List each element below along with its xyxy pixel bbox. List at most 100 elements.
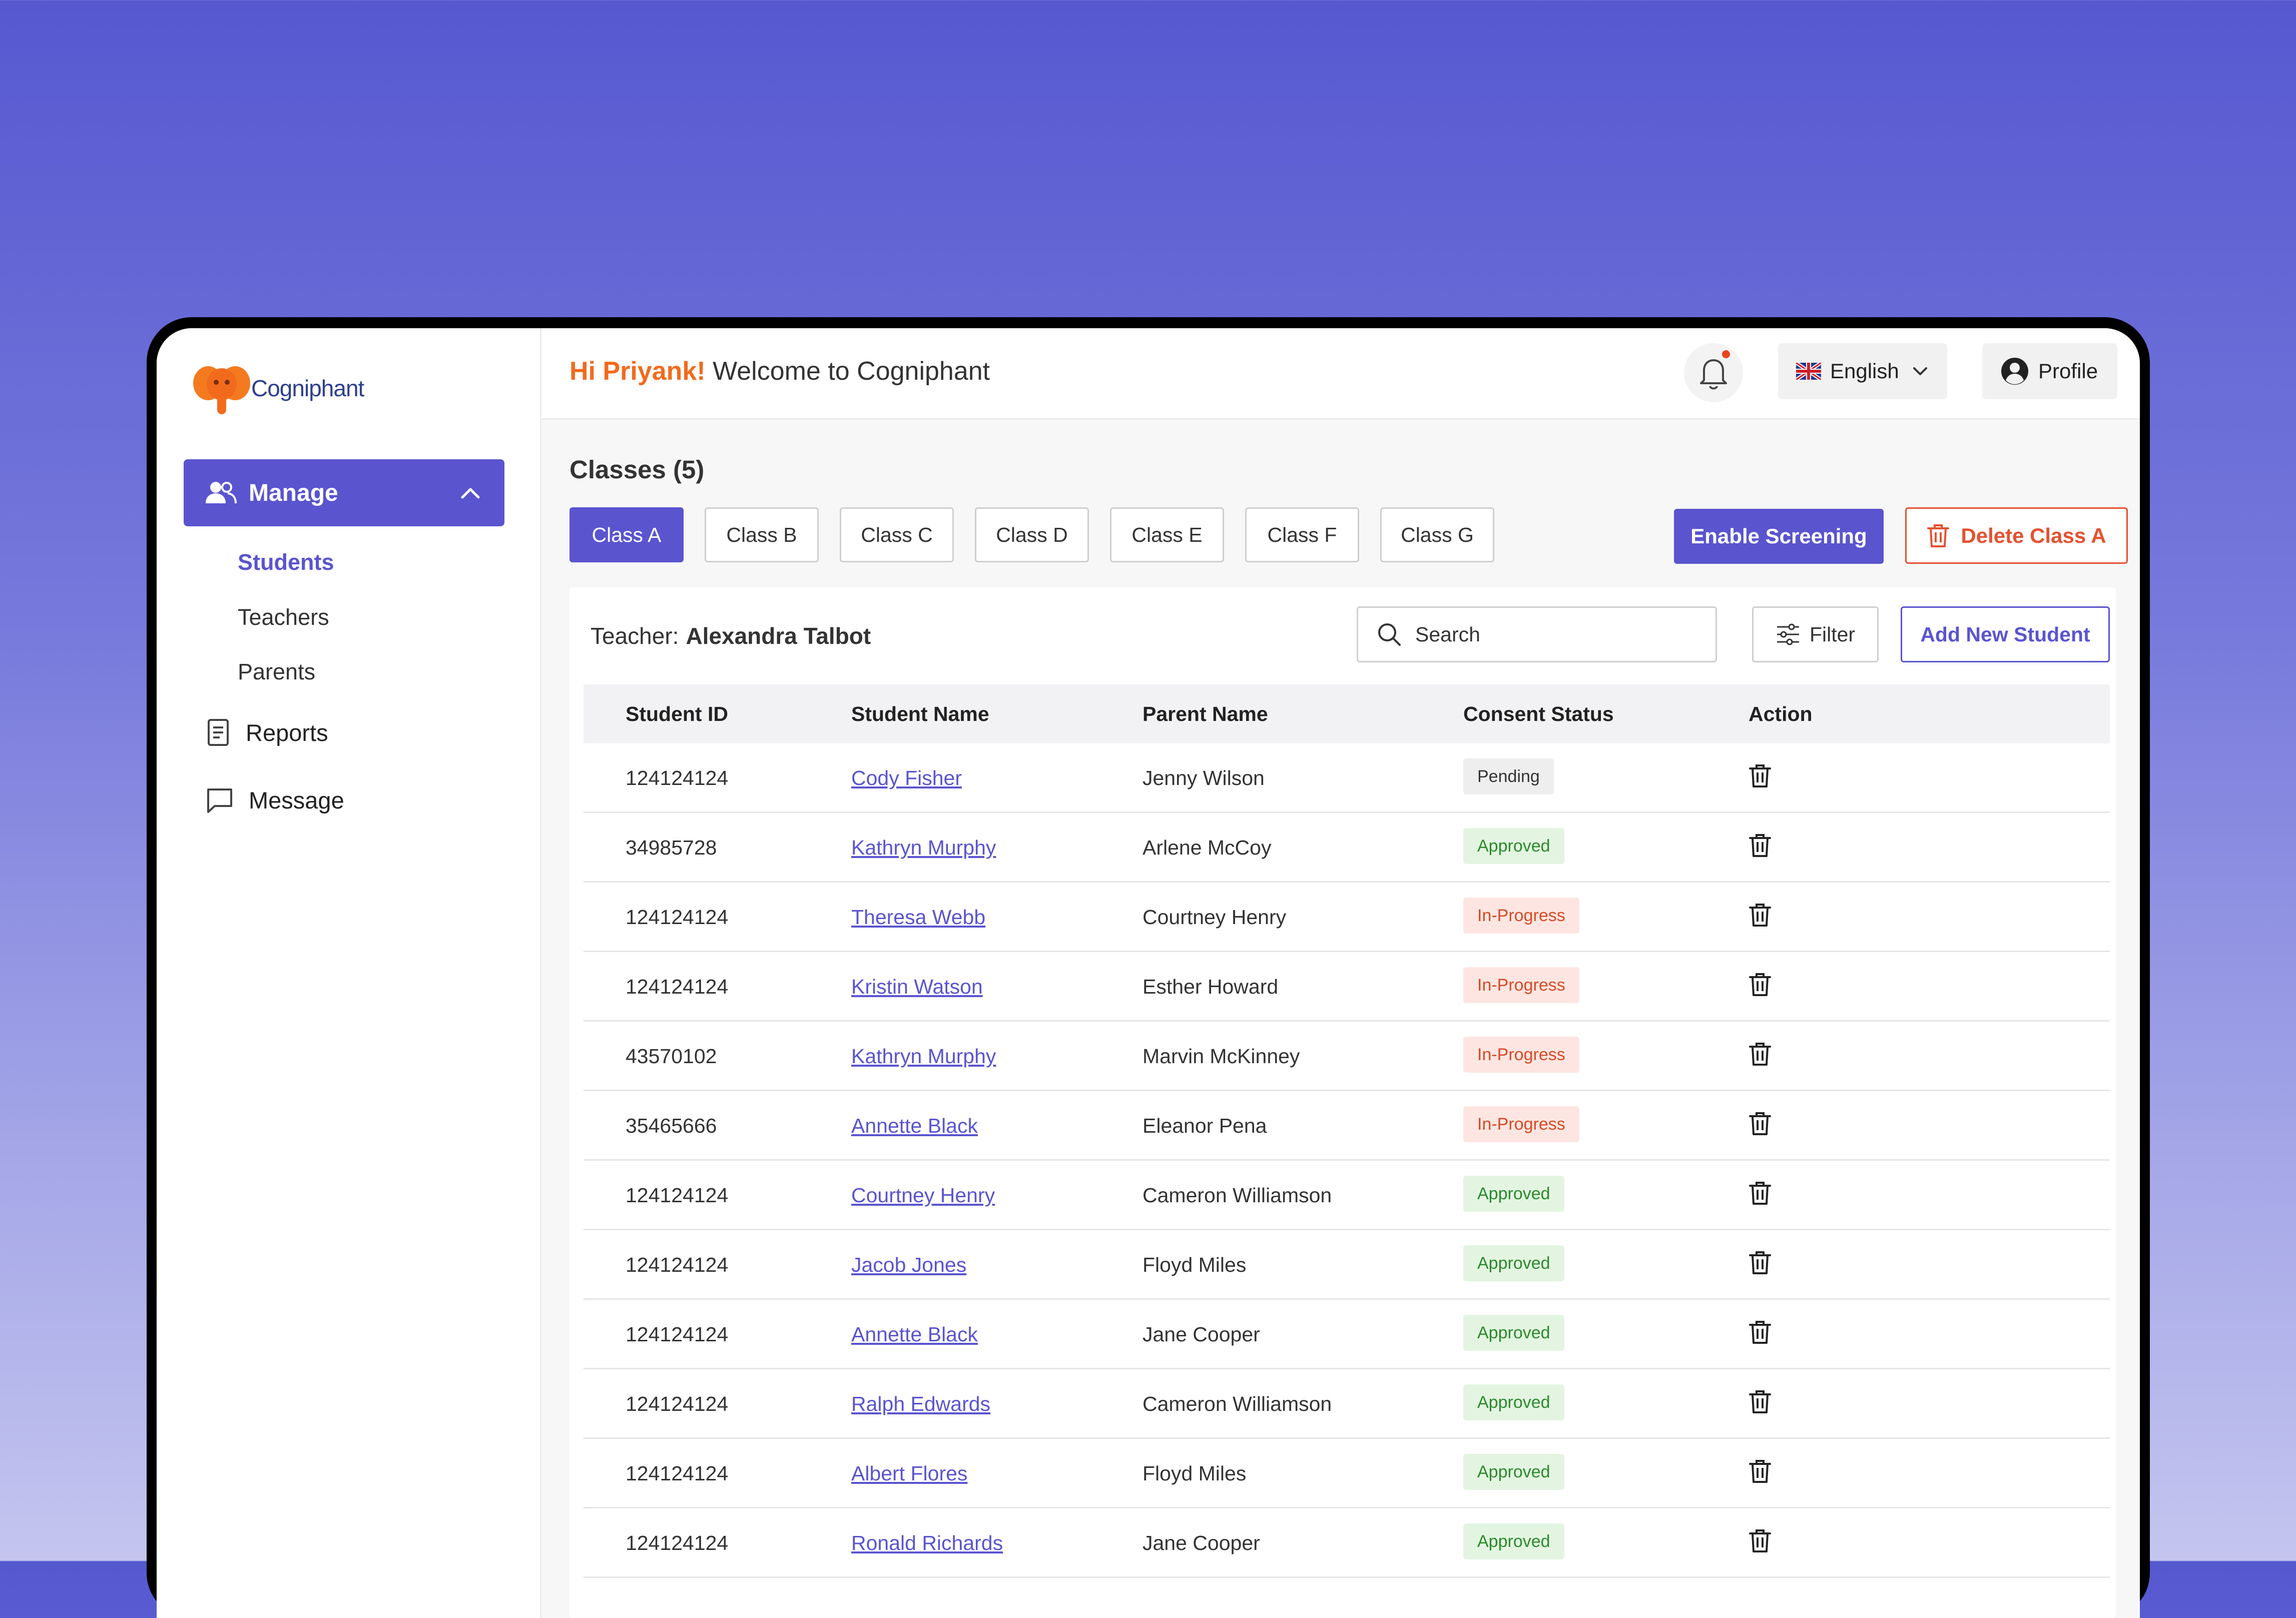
teacher-label: Teacher: [591, 623, 679, 649]
sidebar: Cogniphant Manage Students Teachers Pare… [157, 328, 541, 1618]
student-name-link[interactable]: Ralph Edwards [851, 1392, 991, 1415]
class-tabs: Class A Class B Class C Class D Class E … [569, 507, 1515, 562]
search-placeholder: Search [1415, 622, 1480, 646]
student-name-link[interactable]: Albert Flores [851, 1462, 968, 1485]
student-name-link[interactable]: Kathryn Murphy [851, 836, 996, 859]
add-new-student-button[interactable]: Add New Student [1901, 606, 2110, 662]
table-row: 124124124 Theresa Webb Courtney Henry In-Pr… [584, 883, 2110, 952]
language-select[interactable]: English [1778, 343, 1947, 399]
search-input[interactable]: Search [1357, 606, 1717, 662]
table-row: 43570102 Kathryn Murphy Marvin McKinney In-… [584, 1022, 2110, 1091]
tab-class-d[interactable]: Class D [975, 507, 1089, 562]
trash-icon [1749, 1321, 1772, 1349]
delete-student-button[interactable] [1749, 1320, 1772, 1350]
status-badge: Approved [1463, 1523, 1564, 1559]
delete-class-button[interactable]: Delete Class A [1905, 507, 2128, 564]
student-name-link[interactable]: Kathryn Murphy [851, 1045, 996, 1068]
status-badge: In-Progress [1463, 898, 1579, 934]
table-row: 35465666 Annette Black Eleanor Pena In-Prog… [584, 1091, 2110, 1161]
tab-class-f[interactable]: Class F [1245, 507, 1359, 562]
delete-student-button[interactable] [1749, 1181, 1772, 1211]
sliders-icon [1777, 623, 1799, 645]
table-row: 34985728 Kathryn Murphy Arlene McCoy Approv… [584, 813, 2110, 883]
delete-student-button[interactable] [1749, 1528, 1772, 1558]
student-id-cell: 124124124 [626, 1462, 729, 1485]
enable-screening-button[interactable]: Enable Screening [1674, 509, 1884, 564]
student-name-link[interactable]: Courtney Henry [851, 1184, 995, 1207]
table-row: 124124124 Cody Fisher Jenny Wilson Pending [584, 743, 2110, 813]
search-icon [1378, 623, 1401, 646]
delete-student-button[interactable] [1749, 1389, 1772, 1419]
student-id-cell: 124124124 [626, 975, 729, 998]
chat-icon [207, 788, 232, 813]
notification-button[interactable] [1684, 343, 1743, 402]
status-badge: Approved [1463, 1454, 1564, 1490]
delete-student-button[interactable] [1749, 1111, 1772, 1141]
table-row: 124124124 Kristin Watson Esther Howard In-P… [584, 952, 2110, 1022]
parent-name-cell: Arlene McCoy [1142, 836, 1272, 859]
delete-student-button[interactable] [1749, 833, 1772, 863]
greeting-text: Welcome to Cogniphant [705, 357, 990, 386]
trash-icon [1749, 1182, 1772, 1210]
greeting: Hi Priyank! Welcome to Cogniphant [569, 356, 990, 386]
student-name-link[interactable]: Cody Fisher [851, 766, 962, 789]
profile-label: Profile [2038, 359, 2098, 383]
students-card: Teacher: Alexandra Talbot Search [569, 587, 2116, 1618]
delete-student-button[interactable] [1749, 972, 1772, 1002]
status-badge: In-Progress [1463, 1037, 1579, 1073]
profile-button[interactable]: Profile [1982, 343, 2117, 399]
tab-class-b[interactable]: Class B [705, 507, 819, 562]
delete-student-button[interactable] [1749, 763, 1772, 793]
student-name-link[interactable]: Jacob Jones [851, 1253, 967, 1276]
chevron-up-icon[interactable] [459, 482, 481, 504]
students-table-body: 124124124 Cody Fisher Jenny Wilson Pending 3… [584, 743, 2110, 1578]
filter-button[interactable]: Filter [1752, 606, 1879, 662]
column-header-action: Action [1749, 702, 1813, 725]
sidebar-item-message[interactable]: Message [206, 786, 344, 814]
student-id-cell: 124124124 [626, 1253, 729, 1276]
student-name-link[interactable]: Annette Black [851, 1114, 978, 1137]
student-id-cell: 124124124 [626, 1531, 729, 1554]
sidebar-item-reports[interactable]: Reports [206, 718, 328, 746]
app-screen: Cogniphant Manage Students Teachers Pare… [157, 328, 2140, 1618]
chevron-down-icon [1913, 367, 1927, 375]
parent-name-cell: Cameron Williamson [1142, 1184, 1332, 1207]
tab-class-e[interactable]: Class E [1110, 507, 1224, 562]
student-name-link[interactable]: Annette Black [851, 1323, 978, 1346]
parent-name-cell: Esther Howard [1142, 975, 1279, 998]
sidebar-item-parents[interactable]: Parents [238, 659, 316, 684]
student-name-link[interactable]: Kristin Watson [851, 975, 983, 998]
sidebar-item-teachers[interactable]: Teachers [238, 604, 329, 630]
column-header-parent-name[interactable]: Parent Name [1142, 702, 1268, 725]
parent-name-cell: Marvin McKinney [1142, 1045, 1300, 1068]
document-icon [208, 719, 229, 746]
student-id-cell: 43570102 [626, 1045, 717, 1068]
manage-menu[interactable]: Manage [184, 459, 504, 526]
student-name-link[interactable]: Theresa Webb [851, 906, 986, 929]
trash-icon [1749, 1251, 1772, 1280]
trash-icon [1749, 764, 1772, 793]
student-id-cell: 34985728 [626, 836, 717, 859]
delete-student-button[interactable] [1749, 903, 1772, 933]
column-header-consent-status[interactable]: Consent Status [1463, 702, 1614, 725]
tab-class-g[interactable]: Class G [1380, 507, 1494, 562]
delete-student-button[interactable] [1749, 1250, 1772, 1280]
brand-name: Cogniphant [251, 375, 364, 401]
status-badge: In-Progress [1463, 967, 1579, 1003]
tab-class-a[interactable]: Class A [569, 507, 684, 562]
page-title: Classes (5) [569, 455, 705, 484]
delete-student-button[interactable] [1749, 1459, 1772, 1489]
sidebar-item-students[interactable]: Students [238, 549, 334, 575]
language-label: English [1830, 359, 1899, 383]
trash-icon [1749, 1460, 1772, 1488]
tab-class-c[interactable]: Class C [840, 507, 954, 562]
column-header-student-id[interactable]: Student ID [626, 702, 728, 725]
student-name-link[interactable]: Ronald Richards [851, 1531, 1003, 1554]
column-header-student-name[interactable]: Student Name [851, 702, 989, 725]
parent-name-cell: Eleanor Pena [1142, 1114, 1267, 1137]
student-id-cell: 124124124 [626, 1184, 729, 1207]
status-badge: Approved [1463, 1245, 1564, 1281]
parent-name-cell: Courtney Henry [1142, 906, 1287, 929]
delete-student-button[interactable] [1749, 1042, 1772, 1072]
logo[interactable]: Cogniphant [189, 358, 364, 418]
